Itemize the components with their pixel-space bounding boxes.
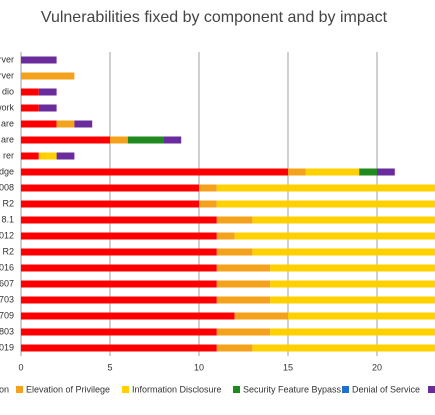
bar-segment: [270, 264, 435, 272]
y-tick-label: dio: [2, 86, 14, 96]
bar-segment: [216, 264, 271, 272]
bar-segment: [127, 136, 164, 144]
legend-label: Elevation of Privilege: [26, 384, 110, 394]
bar-segment: [21, 248, 217, 256]
bar-segment: [270, 328, 435, 336]
bar-segment: [216, 296, 271, 304]
legend-swatch: [122, 386, 129, 393]
legend-label: Denial of Service: [352, 384, 420, 394]
bar-segment: [21, 312, 235, 320]
x-tick-label: 20: [372, 362, 382, 372]
legend-label: Information Disclosure: [132, 384, 222, 394]
bar-segment: [199, 184, 217, 192]
bar-segment: [21, 56, 57, 64]
x-tick-label: 15: [283, 362, 293, 372]
y-tick-label: are: [1, 118, 14, 128]
bar-segment: [21, 264, 217, 272]
x-tick-label: 5: [107, 362, 112, 372]
bar-segment: [21, 216, 217, 224]
y-tick-label: rver: [0, 70, 14, 80]
bar-segment: [21, 120, 57, 128]
bar-segment: [252, 248, 435, 256]
bar-segment: [252, 344, 435, 352]
bar-segment: [56, 152, 75, 160]
legend-swatch: [233, 386, 240, 393]
bar-segment: [21, 88, 39, 96]
bar-segment: [199, 200, 217, 208]
bar-segment: [216, 344, 253, 352]
bar-segment: [21, 152, 39, 160]
legend-label: on: [0, 384, 9, 394]
y-tick-label: rer: [3, 150, 14, 160]
bar-segment: [21, 104, 39, 112]
y-tick-label: 016: [0, 262, 14, 272]
bar-segment: [216, 200, 435, 208]
bar-segment: [270, 280, 435, 288]
y-tick-label: 012: [0, 230, 14, 240]
bar-segment: [216, 216, 253, 224]
bar-segment: [21, 168, 288, 176]
bar-segment: [21, 136, 110, 144]
y-tick-label: 019: [0, 342, 14, 352]
bar-segment: [305, 168, 360, 176]
bar-segment: [163, 136, 182, 144]
bar-segment: [216, 280, 271, 288]
legend-label: Security Feature Bypass: [243, 384, 342, 394]
bar-segment: [21, 328, 217, 336]
bar-segment: [21, 232, 217, 240]
legend-swatch: [428, 386, 435, 393]
bar-segment: [252, 216, 435, 224]
bar-segment: [38, 104, 57, 112]
x-tick-label: 10: [194, 362, 204, 372]
bar-segment: [21, 296, 217, 304]
bar-segment: [74, 120, 93, 128]
y-tick-label: 607: [0, 278, 14, 288]
y-tick-label: R2: [2, 198, 14, 208]
y-tick-label: are: [1, 134, 14, 144]
bar-segment: [377, 168, 395, 176]
bar-segment: [110, 136, 128, 144]
bar-segment: [288, 312, 435, 320]
y-tick-label: work: [0, 102, 14, 112]
y-tick-label: 803: [0, 326, 14, 336]
bar-segment: [21, 184, 199, 192]
bar-segment: [216, 184, 435, 192]
bar-segment: [21, 200, 199, 208]
bar-segment: [216, 328, 271, 336]
y-tick-label: 703: [0, 294, 14, 304]
y-tick-label: 8.1: [1, 214, 14, 224]
y-tick-label: 709: [0, 310, 14, 320]
bar-segment: [359, 168, 377, 176]
bar-segment: [21, 280, 217, 288]
bar-segment: [288, 168, 306, 176]
y-tick-label: rver: [0, 54, 14, 64]
y-tick-label: R2: [2, 246, 14, 256]
bar-segment: [56, 120, 75, 128]
bar-segment: [21, 344, 217, 352]
bar-segment: [270, 296, 435, 304]
x-tick-label: 0: [18, 362, 23, 372]
bar-segment: [216, 232, 235, 240]
bar-segment: [234, 312, 288, 320]
bar-segment: [234, 232, 435, 240]
chart-title: Vulnerabilities fixed by component and b…: [41, 9, 388, 26]
bar-segment: [38, 88, 57, 96]
y-tick-label: dge: [0, 166, 14, 176]
legend-swatch: [342, 386, 349, 393]
bar-segment: [21, 72, 75, 80]
bar-segment: [216, 248, 253, 256]
y-tick-label: 008: [0, 182, 14, 192]
legend-swatch: [16, 386, 23, 393]
bar-segment: [38, 152, 57, 160]
